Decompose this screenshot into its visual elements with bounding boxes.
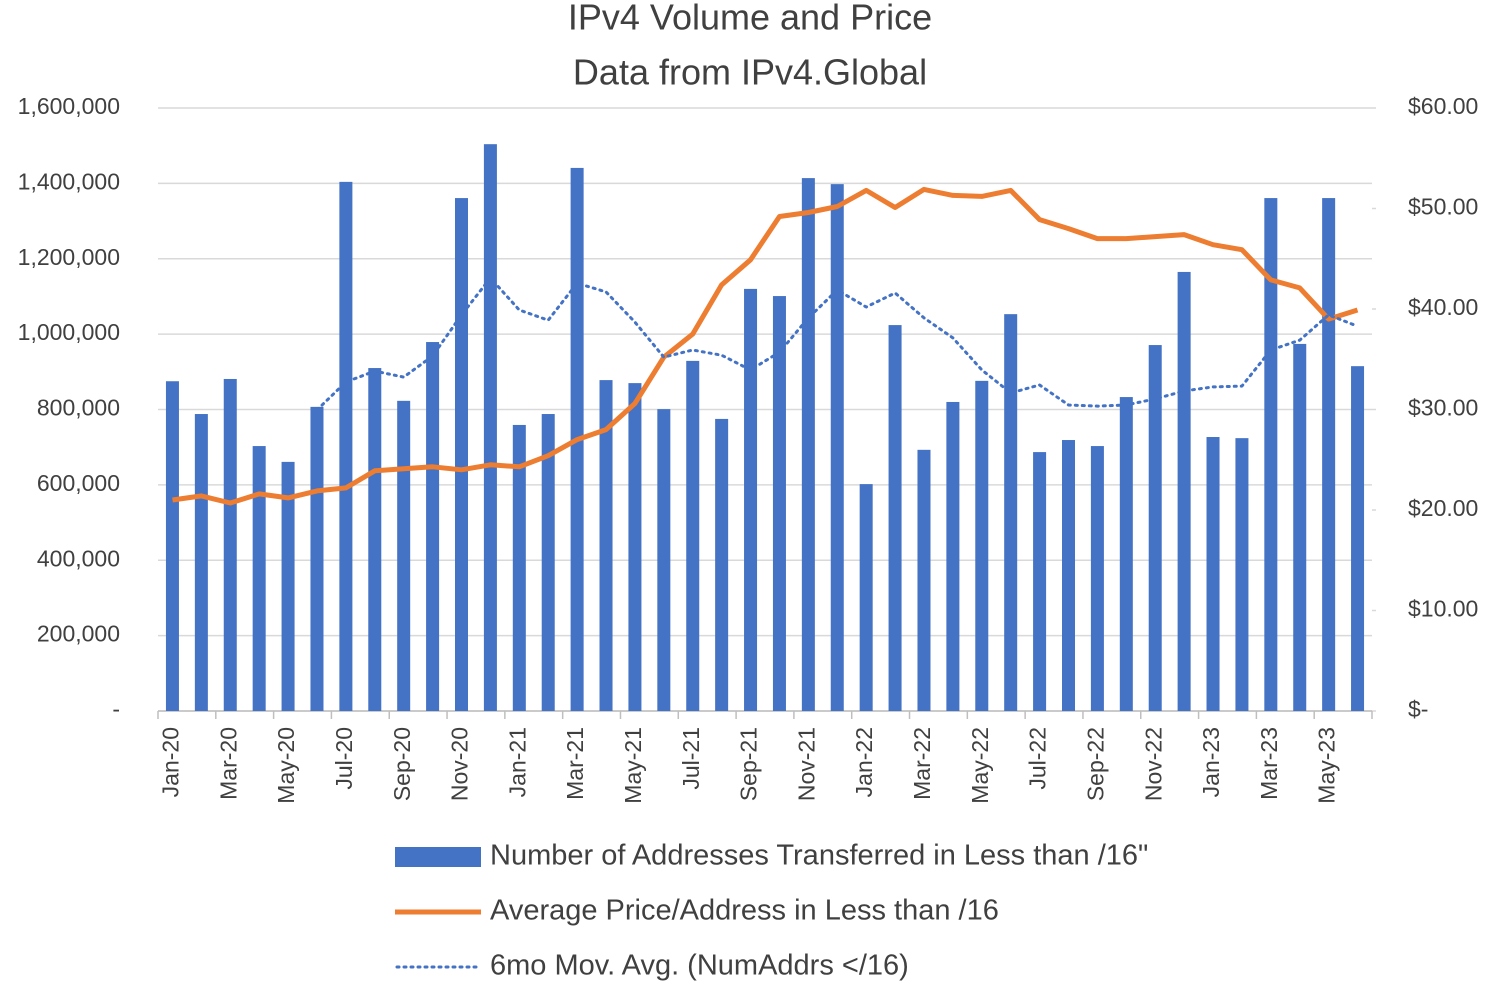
- legend-key: [395, 847, 481, 867]
- x-tick-label: Mar-21: [562, 727, 588, 800]
- bar: [715, 418, 729, 711]
- y-tick-label: 1,400,000: [18, 168, 120, 194]
- bar: [541, 414, 555, 711]
- bar: [1033, 452, 1047, 711]
- bar: [1177, 271, 1191, 711]
- bar: [1293, 343, 1307, 711]
- bar: [223, 378, 237, 711]
- x-tick-label: Nov-20: [447, 727, 473, 801]
- y2-tick-label: $30.00: [1408, 395, 1478, 421]
- bar: [1322, 198, 1336, 711]
- chart-title: IPv4 Volume and Price: [568, 0, 932, 38]
- bar: [1004, 314, 1018, 711]
- bar: [194, 414, 208, 711]
- x-tick-label: Sep-20: [389, 727, 415, 801]
- bar: [1090, 446, 1104, 711]
- x-tick-label: Nov-22: [1140, 727, 1166, 801]
- x-tick-label: Mar-22: [909, 727, 935, 800]
- y2-tick-label: $20.00: [1408, 495, 1478, 521]
- bar: [281, 461, 295, 711]
- bar: [252, 446, 266, 711]
- bar: [310, 406, 324, 711]
- legend-label: Number of Addresses Transferred in Less …: [490, 840, 1148, 872]
- y2-tick-label: $40.00: [1408, 294, 1478, 320]
- bar: [454, 198, 469, 711]
- bar: [1264, 198, 1278, 711]
- x-tick-label: Mar-23: [1256, 727, 1282, 800]
- x-tick-label: May-23: [1314, 727, 1340, 804]
- bar: [657, 409, 671, 711]
- bar: [165, 381, 179, 711]
- y-tick-label: 1,600,000: [18, 93, 120, 119]
- x-tick-label: Mar-20: [215, 727, 241, 800]
- bar: [599, 380, 613, 711]
- y-tick-label: 800,000: [37, 395, 120, 421]
- y2-tick-label: $60.00: [1408, 93, 1478, 119]
- bar: [1351, 366, 1365, 711]
- y-tick-label: 200,000: [37, 621, 120, 647]
- y2-tick-label: $-: [1408, 696, 1428, 722]
- x-tick-label: Jul-20: [331, 727, 357, 790]
- bar: [686, 360, 700, 711]
- bar: [744, 288, 758, 711]
- legend-label: Average Price/Address in Less than /16: [490, 895, 999, 927]
- y2-tick-label: $50.00: [1408, 194, 1478, 220]
- bar: [426, 342, 440, 711]
- x-tick-label: Jul-21: [678, 727, 704, 790]
- x-tick-label: May-22: [967, 727, 993, 804]
- bar: [1148, 345, 1162, 711]
- legend-label: 6mo Mov. Avg. (NumAddrs </16): [490, 950, 909, 982]
- x-tick-label: Nov-21: [793, 727, 819, 801]
- x-tick-label: Sep-21: [736, 727, 762, 801]
- bar: [917, 449, 931, 711]
- x-tick-label: Jan-22: [851, 727, 877, 797]
- x-tick-label: Jan-21: [504, 727, 530, 797]
- x-tick-label: May-21: [620, 727, 646, 804]
- x-tick-label: Sep-22: [1082, 727, 1108, 801]
- bar: [512, 424, 526, 711]
- bar: [772, 296, 786, 711]
- bar: [946, 401, 960, 711]
- bar: [801, 178, 815, 711]
- x-tick-label: Jul-22: [1025, 727, 1051, 790]
- bar: [859, 484, 873, 711]
- y-tick-label: 600,000: [37, 470, 120, 496]
- y2-tick-label: $10.00: [1408, 596, 1478, 622]
- bar: [339, 181, 353, 711]
- price-line: [172, 186, 1359, 506]
- bar: [368, 368, 382, 711]
- x-tick-label: May-20: [273, 727, 299, 804]
- bar: [1235, 438, 1249, 711]
- y-tick-label: -: [112, 696, 120, 722]
- x-tick-label: Jan-20: [158, 727, 184, 797]
- y-tick-label: 1,200,000: [18, 244, 120, 270]
- x-tick-label: Jan-23: [1198, 727, 1224, 797]
- y-tick-label: 1,000,000: [18, 319, 120, 345]
- bar: [1119, 397, 1133, 711]
- y-tick-label: 400,000: [37, 545, 120, 571]
- bar: [975, 380, 989, 711]
- bar: [397, 400, 411, 711]
- moving-average-line: [315, 276, 1359, 412]
- chart-subtitle: Data from IPv4.Global: [573, 52, 927, 93]
- bar: [1061, 440, 1076, 711]
- bar: [830, 184, 844, 711]
- bar: [888, 325, 902, 711]
- bar: [1206, 437, 1220, 711]
- bar: [628, 383, 642, 711]
- bar: [483, 144, 497, 711]
